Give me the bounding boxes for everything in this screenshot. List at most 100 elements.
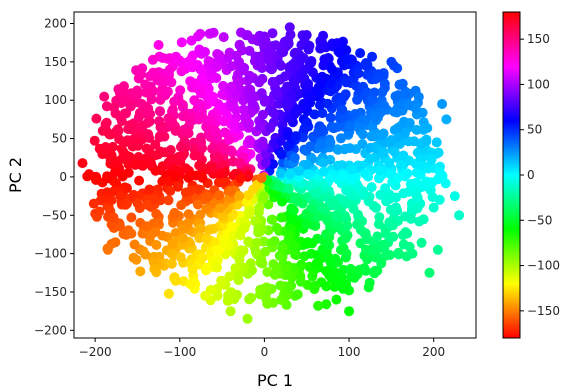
scatter-point bbox=[416, 237, 427, 248]
scatter-point bbox=[94, 206, 105, 217]
scatter-point bbox=[325, 137, 336, 148]
scatter-point bbox=[303, 78, 314, 89]
scatter-point bbox=[194, 233, 205, 244]
colorbar-tick-label: 50 bbox=[527, 123, 542, 137]
scatter-point bbox=[175, 252, 186, 263]
scatter-point bbox=[397, 230, 408, 241]
scatter-point bbox=[226, 82, 237, 93]
scatter-point bbox=[380, 250, 391, 261]
scatter-point bbox=[337, 160, 348, 171]
scatter-point bbox=[392, 205, 403, 216]
scatter-point bbox=[259, 31, 270, 42]
scatter-point bbox=[183, 209, 194, 220]
scatter-point bbox=[91, 113, 102, 124]
scatter-point bbox=[310, 221, 321, 231]
scatter-point bbox=[396, 152, 407, 163]
scatter-point bbox=[428, 202, 439, 213]
scatter-point bbox=[265, 123, 276, 133]
scatter-point bbox=[312, 211, 323, 222]
scatter-point bbox=[254, 77, 265, 88]
scatter-point bbox=[243, 170, 254, 181]
scatter-point bbox=[440, 178, 451, 189]
scatter-point bbox=[141, 143, 152, 154]
scatter-point bbox=[306, 57, 317, 68]
scatter-point bbox=[77, 158, 88, 169]
scatter-point bbox=[176, 200, 187, 211]
scatter-point bbox=[170, 275, 181, 286]
scatter-point bbox=[270, 40, 281, 51]
scatter-point bbox=[91, 175, 101, 185]
scatter-point bbox=[325, 112, 336, 123]
scatter-point bbox=[357, 188, 368, 199]
scatter-point bbox=[260, 157, 271, 168]
scatter-point bbox=[131, 90, 142, 101]
scatter-point bbox=[173, 181, 183, 192]
scatter-point bbox=[153, 40, 164, 50]
scatter-point bbox=[404, 118, 415, 128]
scatter-point bbox=[131, 65, 142, 76]
scatter-point bbox=[275, 168, 286, 179]
scatter-point bbox=[165, 145, 176, 155]
scatter-point bbox=[344, 143, 355, 154]
scatter-point bbox=[259, 283, 270, 294]
scatter-point bbox=[166, 77, 177, 88]
scatter-point bbox=[361, 230, 371, 241]
scatter-point bbox=[212, 244, 223, 255]
scatter-point bbox=[210, 127, 221, 137]
scatter-point bbox=[341, 77, 351, 88]
scatter-point bbox=[337, 104, 348, 115]
scatter-point bbox=[117, 171, 128, 182]
scatter-point bbox=[193, 31, 203, 42]
scatter-point bbox=[115, 221, 125, 232]
scatter-point bbox=[196, 88, 206, 99]
scatter-point bbox=[247, 90, 258, 101]
scatter-point bbox=[219, 238, 230, 249]
scatter-point bbox=[432, 174, 443, 185]
scatter-point bbox=[269, 236, 280, 247]
scatter-point bbox=[278, 47, 289, 58]
scatter-point bbox=[421, 134, 432, 145]
scatter-point bbox=[230, 263, 241, 274]
scatter-point bbox=[321, 299, 332, 310]
scatter-point bbox=[203, 191, 214, 202]
scatter-point bbox=[342, 220, 353, 231]
y-tick-label: 100 bbox=[44, 93, 67, 107]
scatter-point bbox=[126, 136, 137, 147]
scatter-point bbox=[357, 129, 368, 140]
scatter-point bbox=[150, 139, 161, 150]
scatter-point bbox=[235, 249, 246, 260]
scatter-point bbox=[197, 252, 208, 263]
scatter-point bbox=[239, 223, 250, 233]
scatter-point bbox=[426, 154, 437, 165]
scatter-point bbox=[218, 102, 229, 113]
scatter-point bbox=[322, 98, 333, 109]
scatter-point bbox=[257, 109, 268, 120]
scatter-point bbox=[280, 71, 290, 82]
scatter-point bbox=[89, 135, 100, 146]
scatter-point bbox=[170, 125, 181, 136]
scatter-point bbox=[180, 187, 191, 198]
scatter-point bbox=[378, 148, 389, 159]
scatter-point bbox=[253, 227, 264, 238]
scatter-point bbox=[109, 167, 120, 178]
scatter-point bbox=[257, 258, 268, 269]
y-tick-label: −150 bbox=[34, 285, 67, 299]
scatter-point bbox=[194, 112, 205, 123]
scatter-point bbox=[266, 214, 277, 225]
y-axis-ticks: −200 −150 −100 −50 0 50 100 150 200 bbox=[34, 17, 74, 337]
scatter-point bbox=[386, 136, 397, 147]
scatter-point bbox=[328, 123, 339, 134]
scatter-point bbox=[281, 99, 292, 110]
scatter-point bbox=[115, 191, 126, 202]
scatter-point bbox=[134, 175, 145, 186]
scatter-point bbox=[307, 67, 318, 78]
scatter-point bbox=[284, 229, 295, 240]
scatter-point bbox=[267, 76, 278, 87]
scatter-point bbox=[118, 229, 129, 239]
scatter-point bbox=[224, 134, 235, 145]
scatter-point bbox=[219, 144, 230, 155]
scatter-point bbox=[154, 106, 165, 117]
scatter-point bbox=[305, 90, 316, 101]
scatter-point bbox=[201, 203, 212, 214]
